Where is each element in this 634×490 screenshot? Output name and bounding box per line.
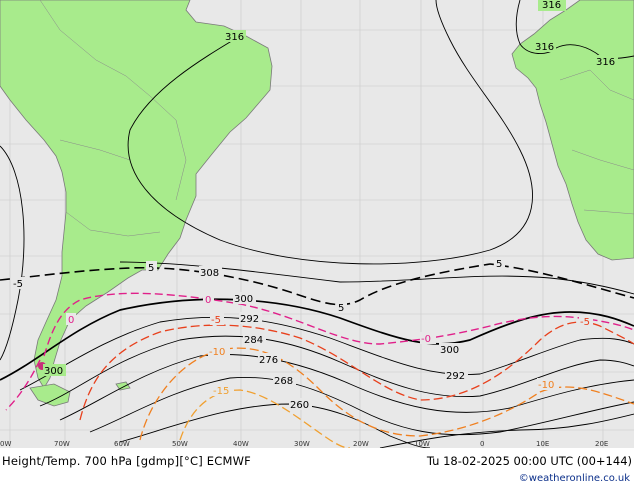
temp-label-5-b: 5 bbox=[338, 303, 344, 314]
lon-tick-9: 10E bbox=[536, 440, 549, 448]
height-label-316-mid: 316 bbox=[535, 42, 554, 53]
lon-tick-6: 20W bbox=[353, 440, 369, 448]
temp-label-0-a: 0 bbox=[205, 295, 211, 306]
height-label-316-top: 316 bbox=[542, 0, 561, 11]
height-label-292-b: 292 bbox=[446, 371, 465, 382]
height-label-300-b: 300 bbox=[440, 345, 459, 356]
height-label-308: 308 bbox=[200, 268, 219, 279]
contour-260 bbox=[119, 403, 431, 448]
lon-tick-4: 40W bbox=[233, 440, 249, 448]
isotherm-5-black bbox=[0, 263, 634, 306]
isotherm-0-magenta-tip bbox=[5, 359, 41, 411]
height-label-284: 284 bbox=[244, 335, 263, 346]
tierra-del-fuego-land bbox=[29, 383, 71, 407]
weather-map: 316 316 316 316 308 300 300 300 292 292 … bbox=[0, 0, 634, 448]
temp-label-5-c: 5 bbox=[496, 259, 502, 270]
lon-tick-1: 70W bbox=[54, 440, 70, 448]
height-label-292-a: 292 bbox=[240, 314, 259, 325]
lon-tick-7: 10W bbox=[414, 440, 430, 448]
temp-label-neg5-left: -5 bbox=[13, 279, 23, 290]
height-label-276: 276 bbox=[259, 355, 278, 366]
south-america-land bbox=[0, 0, 273, 389]
height-label-316-right: 316 bbox=[596, 57, 615, 68]
contour-268 bbox=[89, 376, 634, 436]
lon-tick-8: 0 bbox=[480, 440, 484, 448]
lon-tick-10: 20E bbox=[595, 440, 608, 448]
temp-label-neg10-b: -10 bbox=[538, 380, 554, 391]
contour-292 bbox=[19, 316, 634, 391]
valid-time: Tu 18-02-2025 00:00 UTC (00+144) bbox=[426, 454, 632, 468]
lon-tick-0: 0W bbox=[0, 440, 11, 448]
temp-label-neg10-a: -10 bbox=[209, 347, 225, 358]
falklands-land bbox=[115, 381, 131, 391]
lon-tick-2: 60W bbox=[114, 440, 130, 448]
isotherm-neg15 bbox=[179, 389, 351, 448]
contour-276 bbox=[59, 354, 634, 421]
temp-label-0-b: -0 bbox=[421, 334, 431, 345]
contour-252 bbox=[379, 413, 634, 448]
temp-label-neg5-a: -5 bbox=[211, 315, 221, 326]
contour-316-south-america bbox=[127, 0, 533, 265]
lon-tick-5: 30W bbox=[294, 440, 310, 448]
temp-label-neg5-b: -5 bbox=[580, 317, 590, 328]
height-label-300-c: 300 bbox=[44, 366, 63, 377]
isotherm-0-magenta bbox=[43, 292, 634, 357]
country-borders bbox=[39, 0, 634, 237]
temp-label-neg15: -15 bbox=[213, 386, 229, 397]
height-label-268: 268 bbox=[274, 376, 293, 387]
temp-label-0-c: 0 bbox=[68, 315, 74, 326]
height-labels: 316 316 316 316 308 300 300 300 292 292 … bbox=[43, 0, 618, 411]
lon-tick-3: 50W bbox=[172, 440, 188, 448]
temp-label-5-a: 5 bbox=[148, 263, 154, 274]
height-label-316-sa: 316 bbox=[225, 32, 244, 43]
map-footer: Height/Temp. 700 hPa [gdmp][°C] ECMWF Tu… bbox=[0, 448, 634, 490]
map-title: Height/Temp. 700 hPa [gdmp][°C] ECMWF bbox=[2, 454, 251, 468]
longitude-ticks: 0W 70W 60W 50W 40W 30W 20W 10W 0 10E 20E bbox=[0, 440, 608, 448]
credit-link[interactable]: ©weatheronline.co.uk bbox=[518, 473, 630, 484]
height-label-260: 260 bbox=[290, 400, 309, 411]
temperature-labels: 5 5 5 -5 0 -0 -5 -5 -10 -10 -15 0 bbox=[12, 257, 593, 397]
height-label-300-a: 300 bbox=[234, 294, 253, 305]
contour-300 bbox=[0, 298, 634, 381]
contour-284 bbox=[39, 335, 634, 407]
